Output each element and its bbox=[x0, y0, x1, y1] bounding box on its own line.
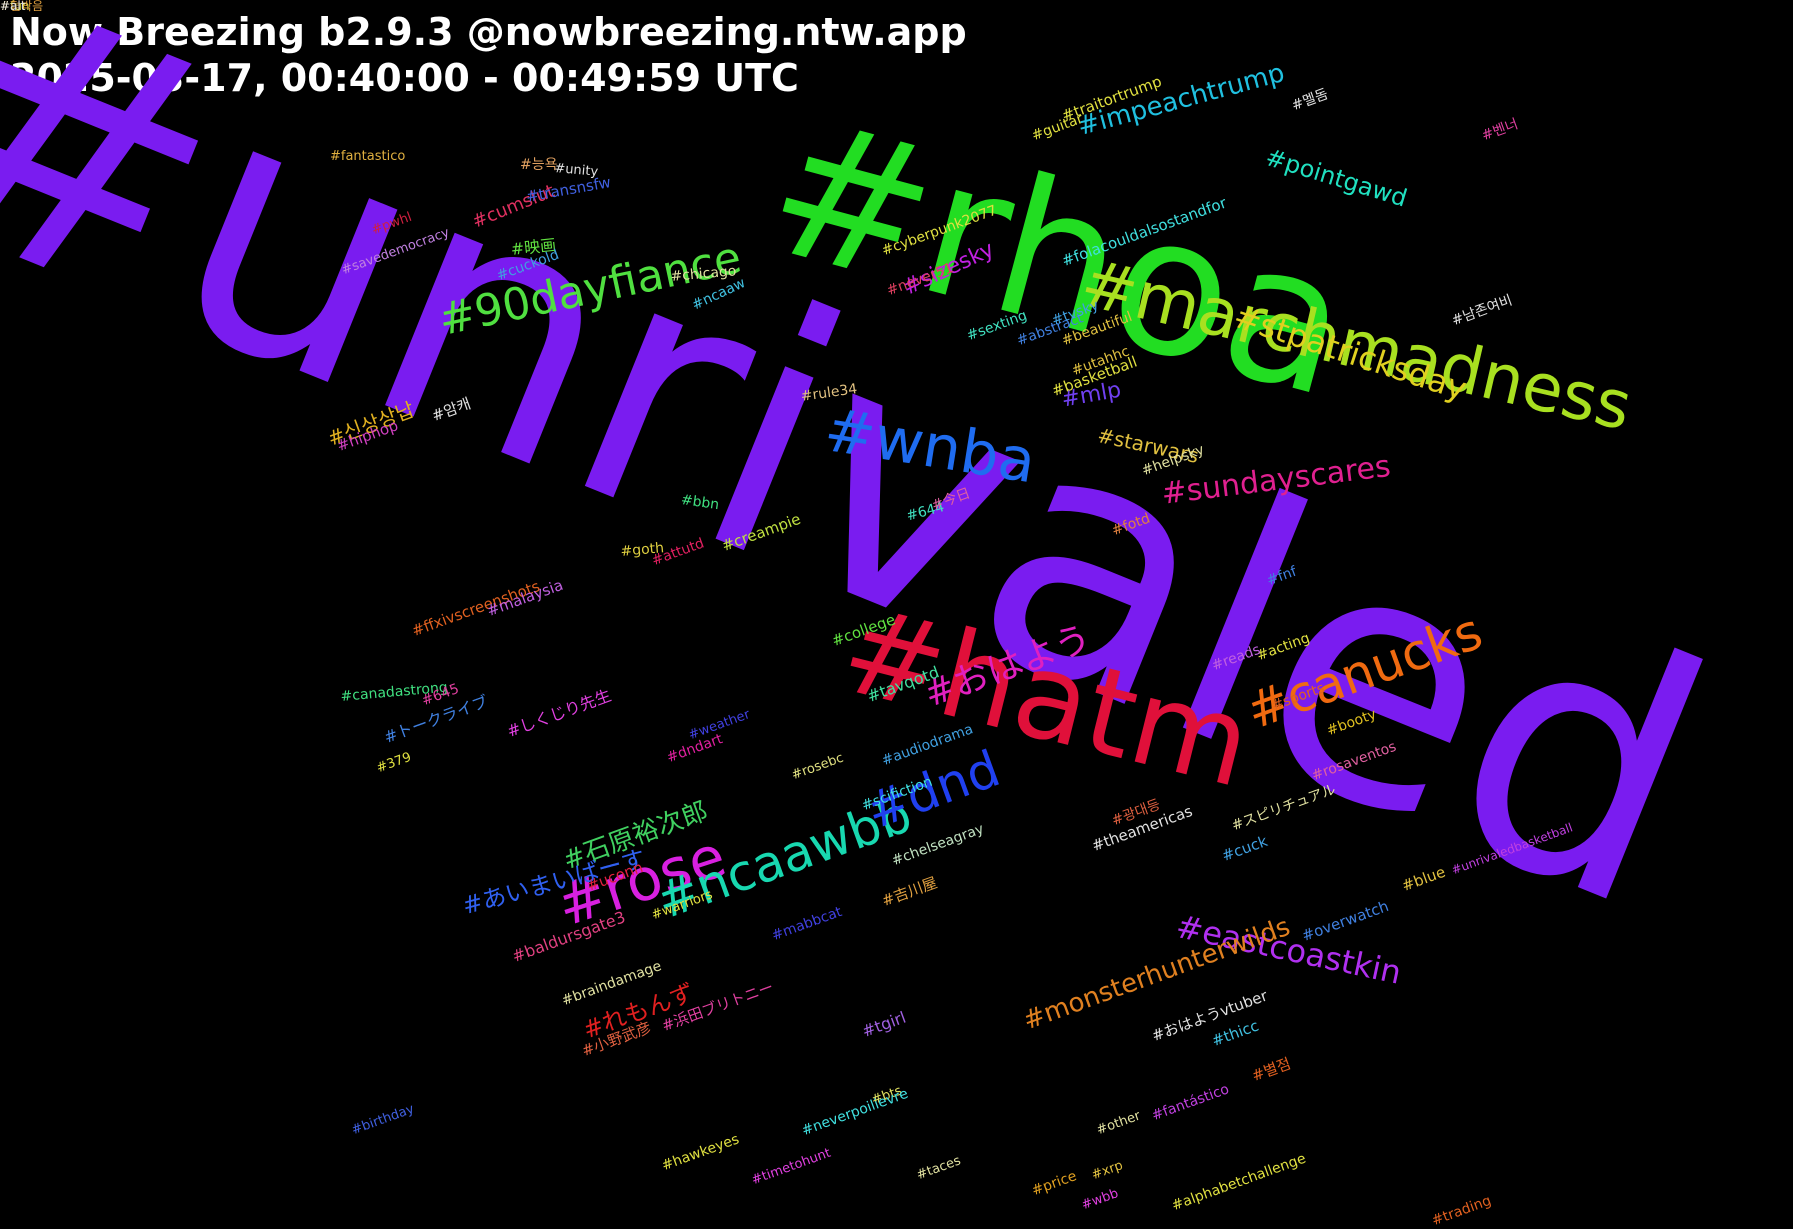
hashtag: #혐박음 bbox=[0, 0, 44, 13]
hashtag: #멜돔 bbox=[1289, 86, 1331, 115]
hashtag: #birthday bbox=[349, 1101, 417, 1139]
hashtag: #price bbox=[1029, 1168, 1079, 1200]
hashtag: #fun bbox=[0, 0, 30, 13]
hashtag: #능욕 bbox=[520, 157, 558, 173]
hashtag: #벤너 bbox=[1479, 116, 1521, 145]
hashtag: #taces bbox=[914, 1153, 963, 1184]
hashtag: #timetohunt bbox=[749, 1145, 833, 1189]
hashtag: #별점 bbox=[1249, 1054, 1294, 1086]
hashtag: #alphabetchallenge bbox=[1169, 1150, 1309, 1215]
hashtag: #ffxivscreenshots bbox=[409, 576, 543, 641]
hashtag: #379 bbox=[374, 749, 414, 777]
time-range: 2025-03-17, 00:40:00 - 00:49:59 UTC bbox=[10, 56, 799, 100]
hashtag: #goth bbox=[619, 540, 665, 560]
hashtag: #fantastico bbox=[330, 149, 406, 164]
hashtag: #fantástico bbox=[1149, 1081, 1232, 1125]
hashtag: #rosebc bbox=[789, 750, 846, 784]
hashtag: #xrp bbox=[1089, 1158, 1126, 1184]
hashtag: #overwatch bbox=[1299, 896, 1392, 946]
hashtag: #mabbcat bbox=[769, 903, 845, 945]
hashtag: #trading bbox=[1429, 1192, 1494, 1229]
hashtag: #alt bbox=[0, 0, 26, 13]
hashtag: #wbb bbox=[1079, 1186, 1121, 1214]
hashtag: #other bbox=[1094, 1108, 1143, 1139]
hashtag: #neverpoilievre bbox=[799, 1085, 911, 1140]
hashtag: #guitar bbox=[1029, 110, 1086, 145]
hashtag: #pointgawd bbox=[1262, 143, 1411, 213]
hashtag: #吉川屋 bbox=[879, 873, 940, 911]
hashtag: #tgirl bbox=[859, 1007, 909, 1041]
page-title: Now Breezing b2.9.3 @nowbreezing.ntw.app bbox=[10, 10, 967, 54]
hashtag: #しくじり先生 bbox=[504, 685, 614, 741]
hashtag: #남존여비 bbox=[1449, 292, 1515, 330]
hashtag: #thicc bbox=[1209, 1016, 1262, 1051]
hashtag: #cuck bbox=[1219, 831, 1270, 866]
hashtag: #hawkeyes bbox=[659, 1131, 742, 1175]
